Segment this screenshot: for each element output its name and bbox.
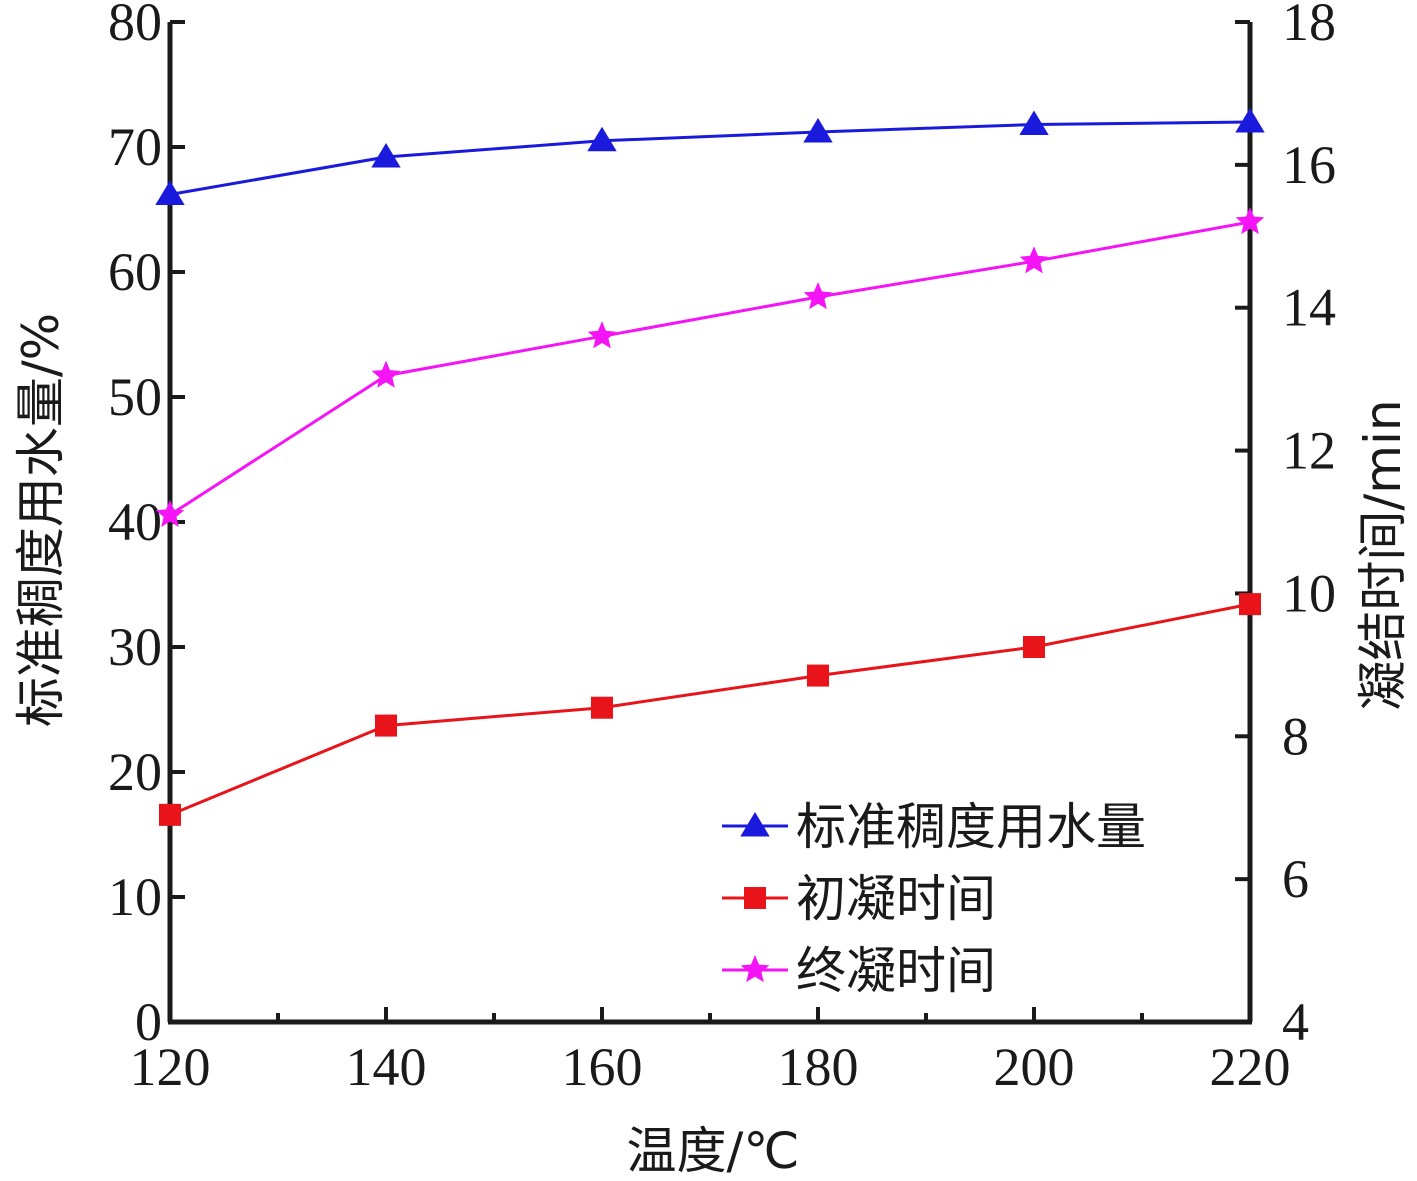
right-tick-label: 14 [1282, 278, 1336, 338]
data-point-water-demand [371, 143, 401, 168]
ticks: 0 10 20 30 40 50 60 70 80 4 6 8 10 12 14 16 18 120 140 160 1… [108, 0, 1336, 1097]
data-point-water-demand [587, 126, 617, 152]
legend-label-initial-setting: 初凝时间 [796, 870, 996, 928]
axes [167, 22, 1253, 1025]
data-point-initial-setting [807, 664, 829, 687]
right-tick-label: 10 [1282, 563, 1336, 623]
right-tick-label: 8 [1282, 706, 1309, 766]
right-tick-label: 18 [1282, 0, 1336, 52]
right-tick-label: 16 [1282, 135, 1336, 195]
left-axis-label: 标准稠度用水量/% [12, 313, 70, 727]
series-line-water-demand [169, 120, 1251, 196]
left-tick-label: 70 [108, 117, 162, 177]
legend-label-water-demand: 标准稠度用水量 [796, 798, 1146, 856]
x-tick-label: 200 [994, 1037, 1075, 1097]
data-point-final-setting [1235, 207, 1265, 235]
data-point-initial-setting [1023, 636, 1045, 658]
data-point-initial-setting [591, 696, 613, 719]
left-tick-label: 50 [108, 367, 162, 427]
left-tick-label: 10 [108, 867, 162, 927]
left-tick-label: 60 [108, 242, 162, 302]
legend-marker-water-demand [740, 812, 770, 837]
x-axis-label: 温度/℃ [627, 1122, 800, 1180]
data-point-final-setting [803, 282, 833, 310]
data-point-water-demand [1235, 108, 1265, 133]
left-tick-label: 0 [135, 992, 162, 1052]
x-tick-label: 180 [778, 1037, 859, 1097]
legend-marker-final-setting [740, 955, 770, 983]
left-tick-label: 80 [108, 0, 162, 52]
series-line-final-setting [169, 220, 1251, 517]
data-point-final-setting [155, 499, 185, 527]
right-tick-label: 12 [1282, 421, 1336, 481]
right-tick-label: 6 [1282, 849, 1309, 909]
x-tick-label: 140 [346, 1037, 427, 1097]
data-point-initial-setting [159, 803, 181, 826]
x-tick-label: 220 [1210, 1037, 1291, 1097]
left-tick-label: 30 [108, 617, 162, 677]
data-point-water-demand [155, 180, 185, 205]
left-tick-label: 20 [108, 742, 162, 802]
legend-marker-initial-setting [744, 887, 766, 909]
data-point-final-setting [1019, 246, 1049, 274]
legend-label-final-setting: 终凝时间 [796, 942, 996, 1000]
data-point-initial-setting [375, 714, 397, 737]
data-point-water-demand [803, 118, 833, 143]
x-tick-label: 160 [562, 1037, 643, 1097]
right-axis-label: 凝结时间/min [1354, 399, 1412, 710]
right-tick-label: 4 [1282, 992, 1309, 1052]
left-tick-label: 40 [108, 492, 162, 552]
series [155, 108, 1265, 826]
data-point-final-setting [587, 321, 617, 349]
data-point-final-setting [371, 360, 401, 388]
series-line-initial-setting [169, 602, 1251, 817]
data-point-initial-setting [1239, 593, 1261, 616]
x-tick-label: 120 [130, 1037, 211, 1097]
data-point-water-demand [1019, 110, 1049, 135]
